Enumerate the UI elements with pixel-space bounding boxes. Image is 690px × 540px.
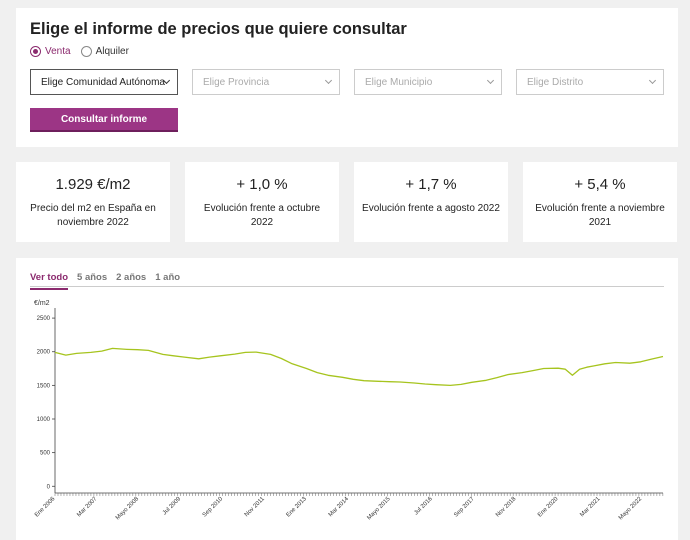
x-tick-label: Sep 2017 [453,496,476,519]
chart-card: Ver todo 5 años 2 años 1 año €/m2 0 500 10… [16,258,678,540]
x-tick-label: Sep 2010 [202,496,225,519]
tabs-divider [30,286,664,287]
stat-value: + 1,0 % [236,176,288,193]
filter-card: Elige el informe de precios que quiere c… [16,8,678,147]
x-tick-label: Ene 2006 [34,496,57,519]
y-tick-label: 0 [47,484,51,490]
x-tick-label: Mayo 2008 [115,496,141,522]
chevron-down-icon [488,78,495,85]
x-tick-label: Jul 2016 [413,496,434,517]
stat-description: Evolución frente a agosto 2022 [362,203,500,214]
stat-card-month: + 1,0 % Evolución frente a octubre 2022 [185,162,339,242]
x-tick-label: Mar 2014 [328,496,351,519]
stat-description: Evolución frente a noviembre 2021 [535,203,665,228]
radio-alquiler-label[interactable]: Alquiler [95,46,129,57]
x-tick-label: Mar 2007 [76,496,99,519]
provincia-select[interactable]: Elige Provincia [192,69,340,95]
chevron-down-icon [326,78,333,85]
x-axis: Ene 2006 Mar 2007 Mayo 2008 Jul 2009 Sep 201… [34,492,664,522]
price-line-chart: €/m2 0 500 1000 1500 2000 2500 Ene 2006 Mar 20… [34,300,664,522]
radio-venta-indicator[interactable] [30,46,41,57]
x-tick-label: Nov 2018 [495,496,518,519]
y-tick-label: 2500 [37,316,51,322]
stat-description: Precio del m2 en España en noviembre 202… [30,203,156,228]
distrito-select[interactable]: Elige Distrito [516,69,664,95]
tab-ver-todo[interactable]: Ver todo [30,272,69,290]
consultar-informe-button[interactable]: Consultar informe [30,108,178,132]
stat-value: + 1,7 % [405,176,457,193]
x-tick-label: Mar 2021 [579,496,602,519]
comunidad-select[interactable]: Elige Comunidad Autónoma [30,69,178,95]
provincia-select-value: Elige Provincia [203,76,270,88]
municipio-select-value: Elige Municipio [365,76,433,88]
radio-alquiler-indicator[interactable] [80,46,92,57]
series-group [54,347,664,387]
x-tick-label: Ene 2020 [537,496,560,519]
stat-card-year: + 5,4 % Evolución frente a noviembre 202… [523,162,677,242]
radio-venta[interactable]: Venta [30,46,71,57]
chevron-down-icon [650,78,657,85]
y-tick-label: 500 [40,451,51,457]
comunidad-select-value: Elige Comunidad Autónoma [41,76,165,88]
radio-alquiler[interactable]: Alquiler [80,46,129,57]
period-tabs: Ver todo 5 años 2 años 1 año [30,272,189,290]
x-tick-label: Mayo 2022 [618,496,644,522]
tab-1-ano[interactable]: 1 año [155,272,181,283]
y-axis: 0 500 1000 1500 2000 2500 [37,308,56,493]
stat-description: Evolución frente a octubre 2022 [203,203,321,228]
x-tick-label: Jul 2009 [162,496,183,517]
y-axis-label: €/m2 [34,300,50,307]
x-tick-label: Mayo 2015 [366,496,392,522]
stat-value: 1.929 €/m2 [55,176,131,193]
tab-2-anos[interactable]: 2 años [116,272,147,283]
page-title: Elige el informe de precios que quiere c… [30,20,407,38]
stat-value: + 5,4 % [574,176,626,193]
stat-card-quarter: + 1,7 % Evolución frente a agosto 2022 [354,162,508,242]
distrito-select-value: Elige Distrito [527,76,584,88]
municipio-select[interactable]: Elige Municipio [354,69,502,95]
tab-5-anos[interactable]: 5 años [77,272,108,283]
series-line [54,347,664,387]
x-tick-label: Ene 2013 [286,496,309,519]
y-tick-label: 1500 [37,383,51,389]
operation-radio-group: Venta Alquiler [30,46,139,57]
chevron-down-icon [164,78,171,85]
y-tick-label: 1000 [37,417,51,423]
radio-venta-label[interactable]: Venta [45,46,71,57]
stat-card-price: 1.929 €/m2 Precio del m2 en España en no… [16,162,170,242]
x-tick-label: Nov 2011 [244,496,267,519]
y-tick-label: 2000 [37,350,51,356]
